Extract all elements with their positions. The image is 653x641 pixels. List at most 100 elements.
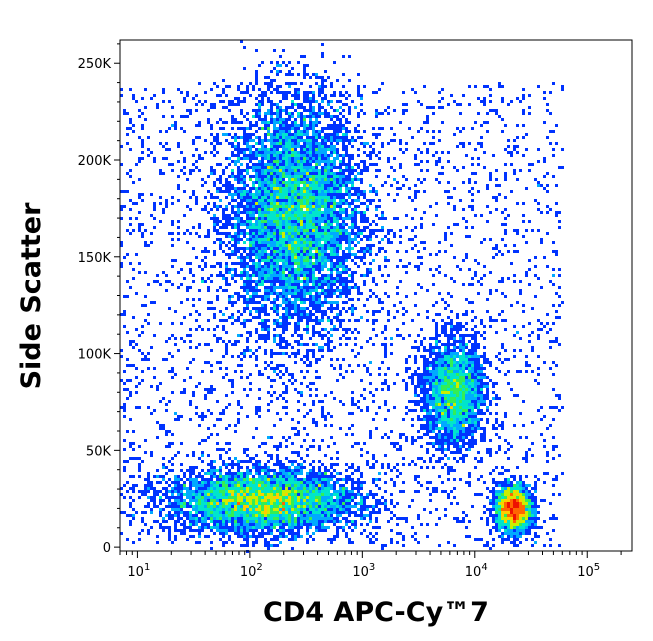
event-density-cell [306,331,309,334]
event-density-cell [243,199,246,202]
event-density-cell [246,286,249,289]
event-density-cell [282,163,285,166]
event-density-cell [495,253,498,256]
event-density-cell [288,205,291,208]
event-density-cell [324,151,327,154]
event-density-cell [303,262,306,265]
event-density-cell [312,238,315,241]
event-density-cell [270,232,273,235]
event-density-cell [333,151,336,154]
event-density-cell [465,154,468,157]
event-density-cell [252,187,255,190]
event-density-cell [279,172,282,175]
event-density-cell [264,121,267,124]
event-density-cell [444,370,447,373]
event-density-cell [420,181,423,184]
event-density-cell [234,121,237,124]
event-density-cell [300,259,303,262]
event-density-cell [354,214,357,217]
event-density-cell [474,337,477,340]
event-density-cell [321,238,324,241]
event-density-cell [192,190,195,193]
event-density-cell [306,283,309,286]
event-density-cell [315,208,318,211]
event-density-cell [522,97,525,100]
event-density-cell [417,382,420,385]
event-density-cell [444,325,447,328]
event-density-cell [240,253,243,256]
event-density-cell [339,160,342,163]
event-density-cell [168,400,171,403]
event-density-cell [372,91,375,94]
event-density-cell [333,292,336,295]
event-density-cell [315,175,318,178]
event-density-cell [447,346,450,349]
event-density-cell [348,139,351,142]
event-density-cell [312,229,315,232]
event-density-cell [420,103,423,106]
event-density-cell [327,331,330,334]
event-density-cell [195,148,198,151]
event-density-cell [120,217,123,220]
event-density-cell [294,244,297,247]
event-density-cell [198,382,201,385]
event-density-cell [561,148,564,151]
event-density-cell [291,259,294,262]
event-density-cell [225,190,228,193]
event-density-cell [465,376,468,379]
event-density-cell [345,310,348,313]
event-density-cell [441,325,444,328]
event-density-cell [306,358,309,361]
event-density-cell [252,265,255,268]
event-density-cell [186,298,189,301]
event-density-cell [549,112,552,115]
event-density-cell [273,307,276,310]
event-density-cell [417,163,420,166]
event-density-cell [456,379,459,382]
event-density-cell [333,211,336,214]
event-density-cell [291,376,294,379]
event-density-cell [258,307,261,310]
event-density-cell [354,223,357,226]
event-density-cell [291,115,294,118]
event-density-cell [345,184,348,187]
event-density-cell [285,127,288,130]
event-density-cell [462,340,465,343]
event-density-cell [315,154,318,157]
event-density-cell [309,220,312,223]
event-density-cell [318,184,321,187]
event-density-cell [162,157,165,160]
event-density-cell [360,142,363,145]
event-density-cell [480,364,483,367]
event-density-cell [324,193,327,196]
event-density-cell [312,196,315,199]
event-density-cell [447,103,450,106]
event-density-cell [288,82,291,85]
event-density-cell [318,151,321,154]
event-density-cell [297,142,300,145]
event-density-cell [342,259,345,262]
event-density-cell [330,100,333,103]
event-density-cell [306,274,309,277]
event-density-cell [237,214,240,217]
event-density-cell [366,310,369,313]
event-density-cell [294,340,297,343]
event-density-cell [243,301,246,304]
event-density-cell [435,355,438,358]
event-density-cell [255,355,258,358]
event-density-cell [306,241,309,244]
event-density-cell [189,313,192,316]
event-density-cell [294,214,297,217]
event-density-cell [462,397,465,400]
event-density-cell [294,307,297,310]
event-density-cell [315,151,318,154]
event-density-cell [303,64,306,67]
event-density-cell [261,151,264,154]
event-density-cell [348,232,351,235]
event-density-cell [273,139,276,142]
event-density-cell [309,337,312,340]
event-density-cell [228,193,231,196]
event-density-cell [237,262,240,265]
event-density-cell [447,349,450,352]
event-density-cell [282,124,285,127]
